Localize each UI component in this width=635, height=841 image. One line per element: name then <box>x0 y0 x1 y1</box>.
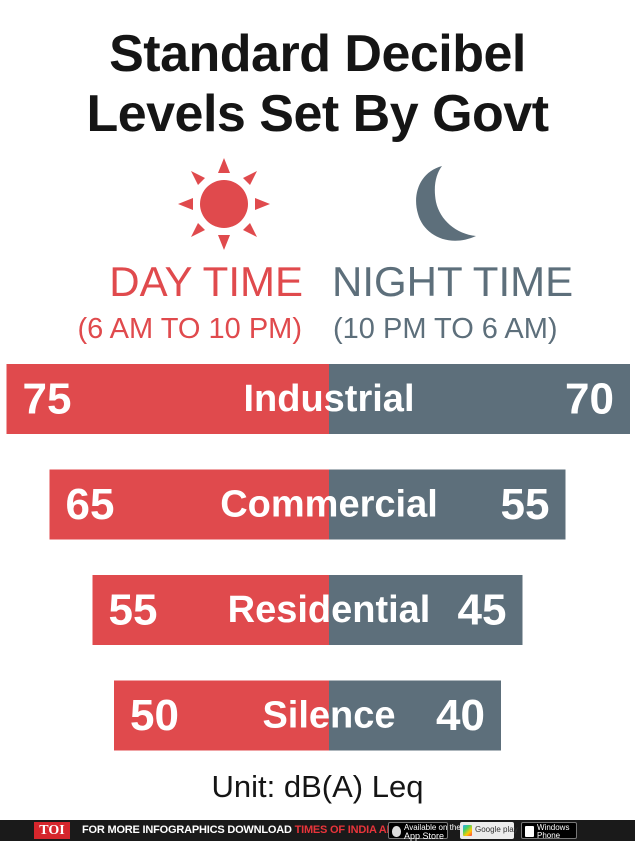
night-time-range: (10 PM TO 6 AM) <box>333 313 558 345</box>
day-time-range: (6 AM TO 10 PM) <box>77 313 302 345</box>
day-value-industrial: 75 <box>23 375 72 424</box>
footer-promo-text: FOR MORE INFOGRAPHICS DOWNLOAD TIMES OF … <box>82 823 401 838</box>
day-time-label: DAY TIME <box>109 258 303 305</box>
google-play-icon <box>463 825 472 836</box>
chart-title-line-2: Levels Set By Govt <box>86 85 549 143</box>
night-value-silence: 40 <box>436 691 485 740</box>
windows-phone-badge-line2: Phone <box>537 831 561 840</box>
day-bar-commercial <box>49 469 329 540</box>
night-value-commercial: 55 <box>501 480 550 529</box>
category-label-industrial: Industrial <box>243 378 414 420</box>
google-play-badge[interactable]: Google play <box>460 822 518 839</box>
day-bar-residential <box>92 575 329 645</box>
day-bar-silence <box>114 680 329 751</box>
night-bar-residential <box>329 575 523 645</box>
toi-logo: TOI <box>34 822 70 839</box>
windows-icon <box>525 826 534 837</box>
windows-phone-badge-line1: Windows <box>537 823 570 832</box>
category-label-silence: Silence <box>262 695 395 737</box>
decibel-bar-chart: 75 70 Industrial 65 55 Commercial 55 45 Resident… <box>6 364 630 751</box>
night-bar-silence <box>329 680 501 751</box>
footer-banner: TOI FOR MORE INFOGRAPHICS DOWNLOAD TIMES… <box>0 820 635 841</box>
day-value-silence: 50 <box>130 691 179 740</box>
footer-promo-brand: TIMES OF INDIA APP <box>294 824 401 836</box>
day-value-residential: 55 <box>109 586 158 635</box>
google-play-badge-label: Google play <box>475 825 518 834</box>
night-time-label: NIGHT TIME <box>332 258 574 305</box>
unit-label: Unit: dB(A) Leq <box>211 769 424 804</box>
night-bar-commercial <box>329 469 566 540</box>
chart-title: Standard Decibel Levels Set By Govt <box>0 24 635 144</box>
app-store-badge-line2: App Store <box>404 831 445 841</box>
moon-icon <box>416 166 476 241</box>
night-value-residential: 45 <box>458 586 507 635</box>
category-label-residential: Residential <box>228 589 431 631</box>
day-value-commercial: 65 <box>66 480 115 529</box>
app-store-badge[interactable]: Available on the App Store <box>388 822 461 841</box>
sun-icon <box>178 158 270 250</box>
footer-promo-prefix: FOR MORE INFOGRAPHICS DOWNLOAD <box>82 824 292 836</box>
category-label-commercial: Commercial <box>220 484 438 526</box>
app-store-badge-line1: Available on the <box>404 823 461 832</box>
day-bar-industrial <box>6 364 329 434</box>
windows-phone-badge[interactable]: Windows Phone <box>521 822 577 840</box>
night-value-industrial: 70 <box>565 375 614 424</box>
chart-title-line-1: Standard Decibel <box>109 25 526 83</box>
apple-icon <box>392 826 401 837</box>
night-bar-industrial <box>329 364 630 434</box>
